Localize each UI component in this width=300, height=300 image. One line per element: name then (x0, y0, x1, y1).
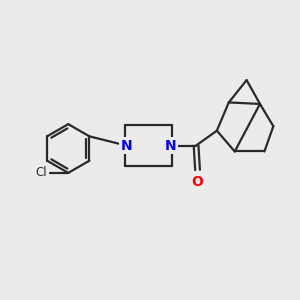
Text: N: N (120, 139, 132, 152)
Text: N: N (165, 139, 177, 152)
Text: O: O (192, 175, 203, 189)
Text: Cl: Cl (35, 167, 47, 179)
